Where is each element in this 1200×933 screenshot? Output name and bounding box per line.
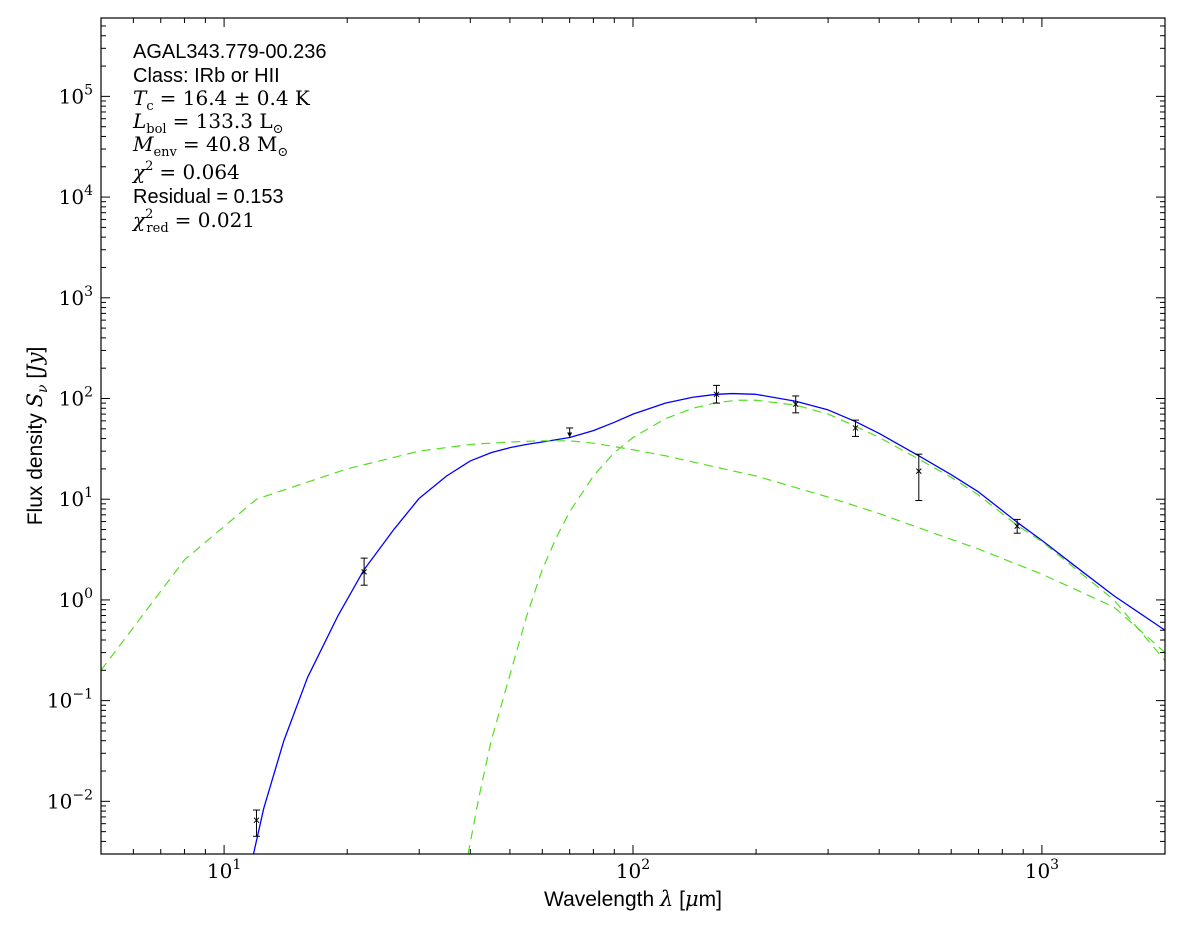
x-tick-label: 103 [1025, 857, 1059, 883]
x-tick-label-exp: 2 [641, 857, 650, 873]
data-points [252, 384, 1021, 837]
annotation-chi2red-value: = 0.021 [175, 208, 255, 232]
y-tick-label: 104 [59, 183, 93, 209]
point-marker-b [713, 391, 720, 398]
annotation-class: Class: IRb or HII [133, 65, 280, 87]
y-tick-label-exp: −2 [72, 787, 93, 803]
x-tick-label-exp: 3 [1050, 857, 1059, 873]
y-tick-label: 10−1 [47, 687, 93, 713]
upper-limit [566, 427, 574, 438]
annotations: AGAL343.779-00.236 Class: IRb or HII Tc =… [131, 41, 327, 236]
data-point [915, 453, 923, 502]
upper-limit-arrow [567, 432, 573, 438]
x-ticks [100, 18, 1166, 854]
annotation-source: AGAL343.779-00.236 [133, 41, 327, 63]
data-point [252, 809, 260, 837]
y-tick-label: 100 [59, 586, 93, 612]
y-tick-label-exp: 1 [84, 485, 93, 501]
y-tick-label-base: 10 [59, 84, 84, 108]
y-tick-label-exp: 3 [84, 284, 93, 300]
point-marker-b [253, 817, 260, 824]
point-marker-b [792, 401, 799, 407]
x-tick-label-exp: 1 [232, 857, 241, 873]
y-tick-label: 102 [59, 384, 93, 410]
component-model-curve [101, 440, 1165, 671]
x-tick-label: 102 [616, 857, 650, 883]
y-tick-label-base: 10 [59, 185, 84, 209]
y-tick-label-base: 10 [59, 588, 84, 612]
y-tick-label: 101 [59, 485, 93, 511]
y-tick-label-exp: 0 [84, 586, 93, 602]
data-point [851, 419, 859, 437]
y-tick-label-base: 10 [47, 689, 72, 713]
y-tick-label-exp: 4 [84, 183, 93, 199]
y-tick-label-base: 10 [47, 789, 72, 813]
point-marker-b [1014, 523, 1021, 530]
annotation-residual: Residual = 0.153 [133, 186, 284, 208]
annotation-chi2red: χ2 red = 0.021 [131, 207, 255, 236]
x-tick-label-base: 10 [1025, 859, 1050, 883]
annotation-tc: Tc = 16.4 ± 0.4 K [133, 86, 311, 114]
y-tick-label: 10−2 [47, 787, 93, 813]
y-tick-label-exp: 5 [84, 82, 93, 98]
y-tick-label-base: 10 [59, 386, 84, 410]
y-tick-label-exp: −1 [72, 687, 93, 703]
annotation-chi2: χ2 = 0.064 [131, 159, 240, 184]
x-tick-label-base: 10 [616, 859, 641, 883]
data-point [712, 384, 720, 404]
y-tick-label: 103 [59, 284, 93, 310]
y-axis-label: Flux density Sν [Jy] [23, 347, 51, 526]
y-tick-label-exp: 2 [84, 384, 93, 400]
annotation-chi2-value: = 0.064 [159, 160, 239, 184]
x-tick-labels: 101 102 103 [207, 857, 1059, 883]
annotation-menv-value: = 40.8 M [183, 132, 277, 156]
y-tick-label-base: 10 [59, 286, 84, 310]
data-point [360, 557, 368, 586]
annotation-tc-value: = 16.4 ± 0.4 K [160, 86, 311, 110]
point-marker-b [915, 468, 922, 474]
point-marker-b [361, 568, 367, 575]
y-tick-label-base: 10 [59, 487, 84, 511]
data-point [1013, 518, 1021, 534]
annotation-lbol-value: = 133.3 L [173, 109, 273, 133]
y-tick-label: 105 [59, 82, 93, 108]
x-tick-label: 101 [207, 857, 241, 883]
annotation-menv: Menv = 40.8 M⊙ [132, 132, 288, 160]
annotation-lbol: Lbol = 133.3 L⊙ [132, 109, 284, 137]
x-axis-label: Wavelength λ [μm] [544, 887, 722, 911]
total-model-curve [252, 392, 1165, 854]
point-marker-b [852, 425, 859, 431]
x-tick-label-base: 10 [207, 859, 232, 883]
data-point [792, 395, 800, 414]
y-ticks [101, 17, 1165, 855]
